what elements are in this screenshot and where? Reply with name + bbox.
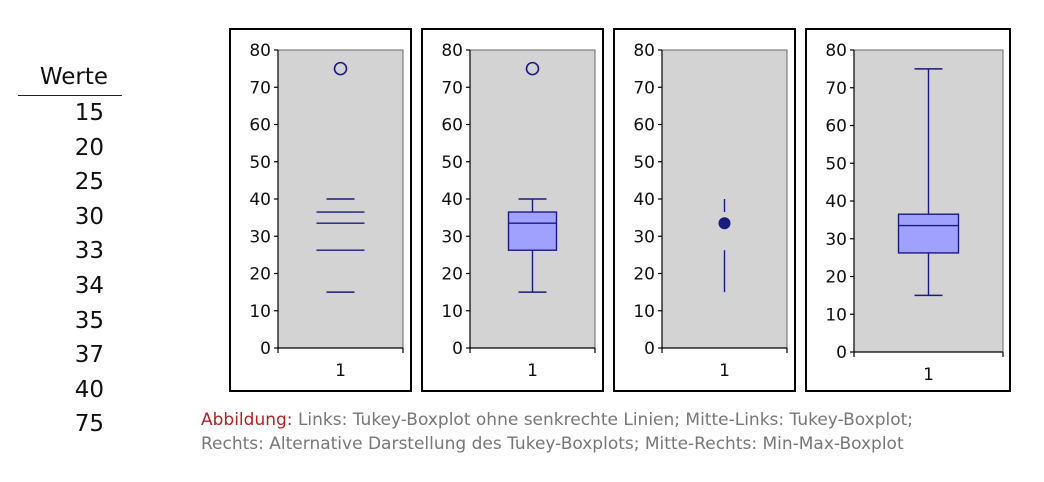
x-tick-label: 1: [923, 365, 934, 385]
y-tick-label: 70: [825, 79, 847, 99]
values-list: 15 20 25 30 33 34 35 37 40 75: [18, 96, 122, 442]
boxplot-chart-4: 0 10 20 30 40 50 60 70 80 1: [825, 41, 1004, 385]
value-item: 40: [74, 376, 104, 403]
boxplot-chart-2: 0 10 20 30 40 50 60 70 80 1: [441, 41, 596, 381]
y-tick-label: 50: [249, 153, 271, 173]
y-tick-label: 60: [249, 116, 271, 136]
value-item: 15: [74, 100, 104, 126]
y-tick-label: 20: [633, 265, 655, 285]
y-tick-label: 50: [633, 153, 655, 173]
y-tick-label: 0: [260, 339, 271, 359]
caption-line-1: Links: Tukey-Boxplot ohne senkrechte Lin…: [297, 410, 914, 430]
y-tick-label: 40: [249, 190, 271, 210]
y-tick-label: 80: [441, 41, 463, 61]
y-tick-label: 40: [825, 192, 847, 212]
y-tick-label: 70: [633, 78, 655, 98]
boxplot-chart-3: 0 10 20 30 40 50 60 70 80 1: [633, 41, 788, 381]
y-tick-label: 0: [644, 339, 655, 359]
box: [507, 211, 558, 251]
value-item: 33: [74, 238, 104, 265]
y-tick-label: 20: [825, 268, 847, 288]
value-item: 20: [74, 134, 104, 161]
box: [897, 213, 960, 254]
y-tick-label: 60: [441, 116, 463, 136]
median-dot: [718, 217, 731, 230]
y-tick-label: 10: [441, 302, 463, 322]
outlier-point: [333, 61, 348, 76]
y-tick-label: 20: [249, 265, 271, 285]
y-tick-label: 10: [633, 302, 655, 322]
value-item: 75: [74, 411, 104, 438]
y-tick-label: 10: [825, 305, 847, 325]
y-tick-label: 0: [452, 339, 463, 359]
value-item: 25: [74, 169, 104, 196]
value-item: 34: [74, 272, 104, 299]
x-tick-label: 1: [527, 361, 538, 381]
boxplot-panel-3: 0 10 20 30 40 50 60 70 80 1: [613, 28, 796, 392]
y-tick-label: 80: [249, 41, 271, 61]
y-tick-label: 50: [825, 154, 847, 174]
values-header: Werte: [18, 60, 122, 96]
value-item: 37: [74, 342, 104, 369]
y-tick-label: 80: [825, 41, 847, 61]
y-tick-label: 60: [633, 116, 655, 136]
y-tick-label: 40: [441, 190, 463, 210]
y-tick-label: 10: [249, 302, 271, 322]
caption-label: Abbildung:: [201, 410, 293, 430]
y-tick-label: 20: [441, 265, 463, 285]
boxplot-panel-2: 0 10 20 30 40 50 60 70 80 1: [421, 28, 604, 392]
x-tick-label: 1: [719, 361, 730, 381]
y-tick-label: 70: [249, 78, 271, 98]
y-tick-label: 60: [825, 117, 847, 137]
caption-line-2: Rechts: Alternative Darstellung des Tuke…: [201, 434, 904, 454]
y-tick-label: 30: [825, 230, 847, 250]
value-item: 35: [74, 307, 104, 334]
y-tick-label: 0: [836, 343, 847, 363]
y-tick-label: 80: [633, 41, 655, 61]
y-tick-label: 30: [441, 227, 463, 247]
y-tick-label: 30: [249, 227, 271, 247]
outlier-point: [525, 61, 540, 76]
y-tick-label: 70: [441, 78, 463, 98]
boxplot-chart-1: 0 10 20 30 40 50 60 70 80 1: [249, 41, 404, 381]
y-tick-label: 30: [633, 227, 655, 247]
boxplot-panel-1: 0 10 20 30 40 50 60 70 80 1: [229, 28, 412, 392]
x-tick-label: 1: [335, 361, 346, 381]
figure-caption: Abbildung: Links: Tukey-Boxplot ohne sen…: [201, 408, 1021, 456]
value-item: 30: [74, 203, 104, 230]
values-table: Werte 15 20 25 30 33 34 35 37 40 75: [18, 60, 122, 442]
y-tick-label: 40: [633, 190, 655, 210]
y-tick-label: 50: [441, 153, 463, 173]
boxplot-panel-4: 0 10 20 30 40 50 60 70 80 1: [805, 28, 1011, 392]
